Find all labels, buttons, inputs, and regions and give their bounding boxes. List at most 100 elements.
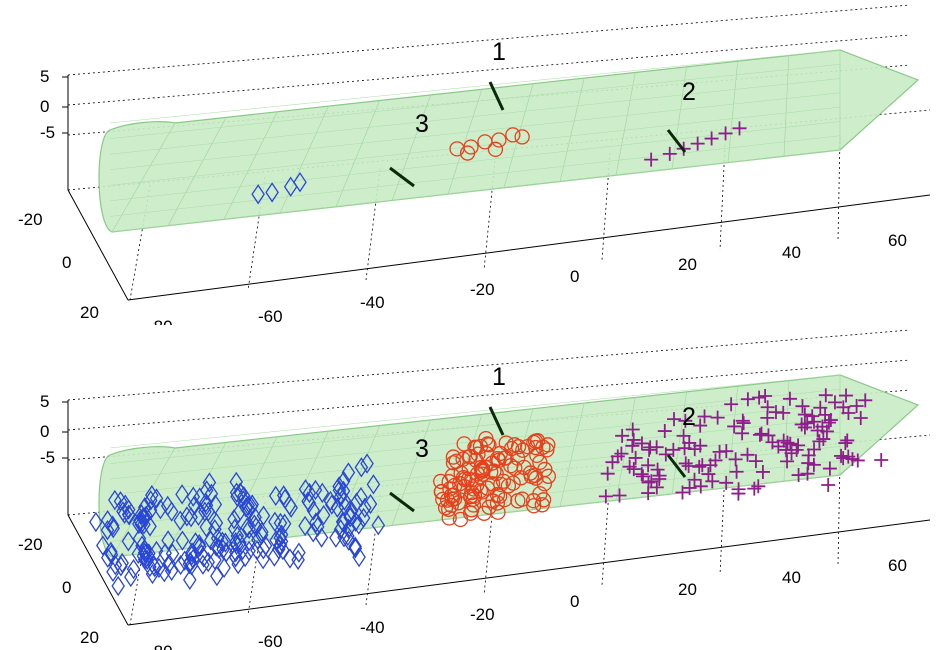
series-circle	[449, 127, 530, 161]
data-point-diamond	[283, 548, 297, 569]
data-point-diamond	[267, 546, 282, 567]
data-point-diamond	[137, 549, 152, 570]
tube-mesh-line	[109, 78, 841, 155]
data-point-diamond	[217, 557, 231, 578]
data-point-plus	[598, 489, 613, 504]
data-point-diamond	[229, 471, 244, 493]
data-point-diamond	[193, 536, 207, 558]
data-point-diamond	[332, 480, 347, 501]
z-tick-label: -5	[40, 123, 55, 142]
data-point-diamond	[241, 495, 256, 516]
tube-mesh-line	[111, 447, 176, 558]
y-tick-label: 0	[62, 253, 71, 272]
data-point-circle	[528, 470, 544, 486]
data-point-plus	[841, 406, 856, 421]
tube-mesh-line	[109, 389, 841, 464]
data-point-circle	[529, 433, 546, 449]
data-point-diamond	[239, 497, 253, 518]
x-tick-label: -60	[258, 307, 283, 325]
data-point-diamond	[105, 515, 120, 536]
data-point-circle	[540, 437, 556, 453]
data-point-diamond	[352, 514, 366, 535]
data-point-diamond	[121, 499, 136, 520]
data-point-diamond	[315, 482, 330, 503]
data-point-circle	[491, 132, 507, 148]
data-point-diamond	[186, 486, 201, 507]
data-point-plus	[816, 432, 831, 447]
chart-bottom: 5 0 -5 -20 0 20 -80 -60 -40 -20 0 20 40 60 1 2 3	[18, 329, 931, 650]
grid-line	[67, 4, 911, 76]
data-point-plus	[628, 450, 643, 465]
cluster-label: 2	[682, 78, 696, 106]
data-point-diamond	[245, 494, 260, 515]
data-point-plus	[675, 485, 690, 500]
x-tick-label: -40	[360, 618, 385, 637]
data-point-plus	[780, 454, 795, 469]
data-point-diamond	[100, 547, 115, 568]
data-point-diamond	[199, 516, 214, 538]
data-point-diamond	[208, 494, 223, 515]
x-tick-label: 20	[678, 255, 697, 274]
data-point-circle	[510, 439, 527, 455]
data-point-plus	[615, 428, 630, 443]
data-point-circle	[461, 461, 477, 477]
grid-line	[837, 461, 841, 566]
data-point-plus	[800, 466, 815, 481]
data-point-plus	[718, 126, 733, 141]
tube-mesh-line	[559, 403, 585, 507]
data-point-plus	[644, 152, 659, 167]
data-point-diamond	[268, 485, 283, 507]
data-point-plus	[748, 454, 763, 469]
data-point-plus	[791, 438, 806, 453]
data-point-diamond	[230, 486, 244, 507]
data-point-diamond	[126, 558, 141, 580]
data-point-plus	[801, 448, 816, 463]
data-point-plus	[703, 458, 718, 473]
data-point-circle	[539, 442, 555, 458]
data-point-diamond	[333, 519, 348, 540]
tube-mesh-line	[503, 83, 534, 188]
data-point-circle	[441, 501, 457, 517]
x-axis-line	[127, 519, 931, 626]
data-point-diamond	[251, 529, 265, 551]
x-tick-label: -20	[470, 280, 495, 299]
data-point-plus	[667, 412, 682, 427]
data-point-plus	[687, 472, 702, 487]
data-point-plus	[666, 442, 681, 457]
data-point-diamond	[354, 487, 368, 508]
data-point-plus	[657, 424, 672, 439]
data-point-diamond	[215, 531, 230, 552]
tube-mesh-line	[391, 94, 432, 201]
data-point-diamond	[162, 553, 176, 574]
data-point-diamond	[242, 518, 256, 540]
data-point-diamond	[133, 510, 147, 531]
data-point-diamond	[157, 562, 172, 583]
tube-mesh-line	[671, 391, 687, 494]
data-point-diamond	[149, 488, 164, 509]
data-point-diamond	[184, 545, 199, 566]
data-point-plus	[795, 399, 810, 414]
y-tick-label: 0	[62, 578, 71, 597]
cluster-label: 1	[492, 363, 506, 391]
y-tick-label: -20	[18, 535, 43, 554]
y-tick-label: 20	[80, 303, 99, 322]
data-point-circle	[528, 439, 544, 456]
data-point-diamond	[360, 453, 374, 474]
tube-mesh-line	[727, 386, 738, 488]
data-point-diamond	[306, 500, 321, 521]
x-tick-label: 0	[570, 592, 579, 611]
data-point-plus	[600, 466, 615, 481]
data-point-diamond	[316, 504, 331, 526]
data-point-diamond	[210, 565, 224, 587]
data-point-diamond	[202, 472, 217, 493]
pointer-line	[488, 81, 505, 111]
data-point-diamond	[108, 554, 123, 576]
data-point-circle	[457, 471, 473, 488]
tube-mesh-line	[167, 117, 227, 226]
grid-line	[837, 136, 841, 241]
data-point-diamond	[341, 525, 355, 547]
data-point-diamond	[180, 506, 194, 527]
grid-line	[247, 501, 266, 616]
data-point-plus	[658, 447, 673, 462]
data-point-diamond	[173, 510, 188, 531]
